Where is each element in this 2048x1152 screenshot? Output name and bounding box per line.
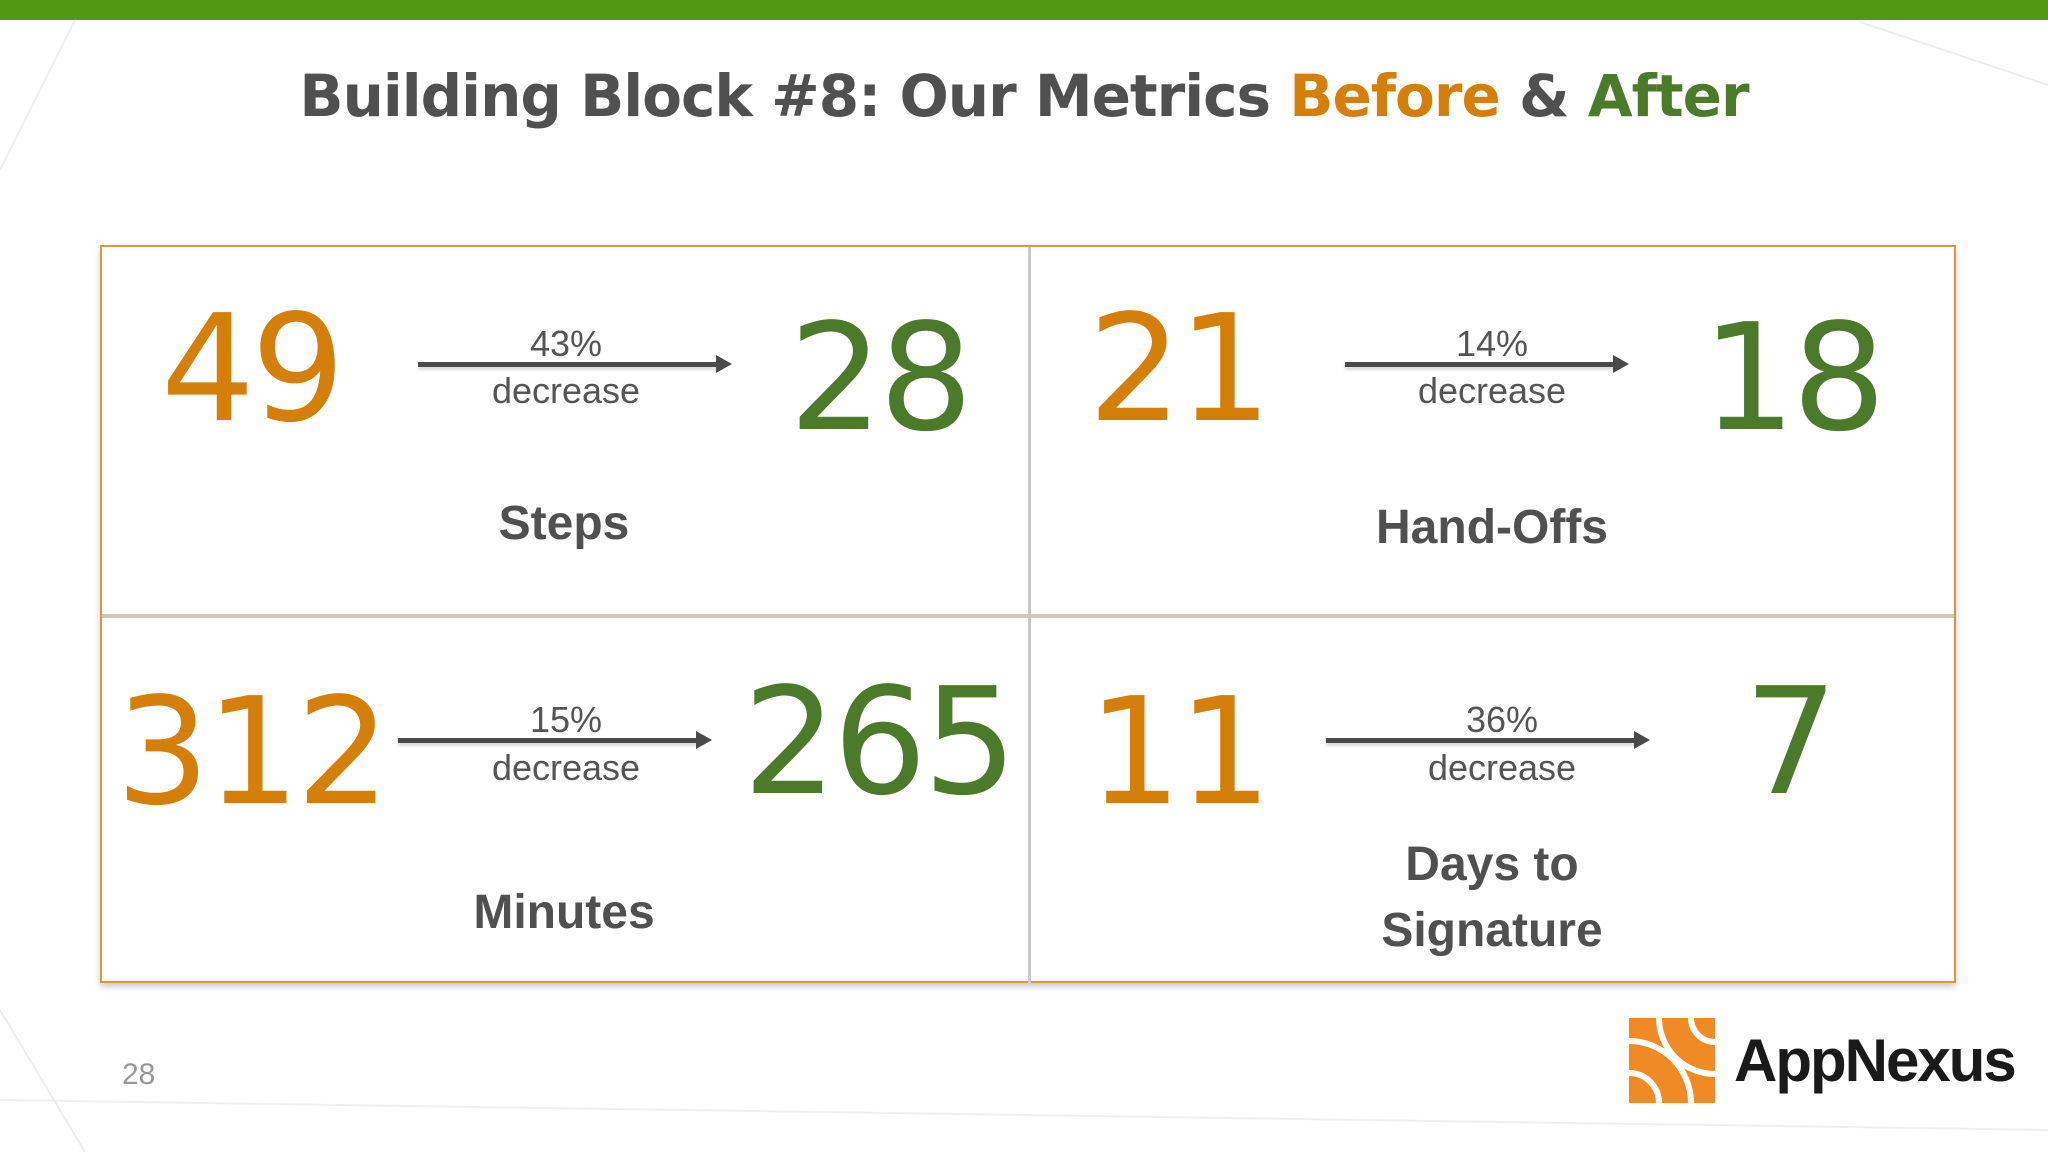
percent-change: 43% (529, 323, 603, 364)
after-value: 18 (1701, 292, 1886, 464)
grid-divider-horizontal (102, 614, 1954, 618)
metric-label: Hand-Offs (1376, 501, 1608, 554)
arrow-icon (1326, 731, 1650, 749)
appnexus-logo-text: AppNexus (1734, 1027, 2017, 1094)
title-before: Before (1289, 62, 1501, 130)
arrow-icon (398, 731, 712, 749)
after-value: 7 (1743, 656, 1838, 828)
slide-title: Building Block #8: Our Metrics Before & … (0, 62, 2048, 130)
after-value: 28 (788, 292, 973, 464)
metric-label-line: Days to (1405, 838, 1579, 891)
percent-change: 36% (1465, 699, 1539, 740)
metric-label-line: Signature (1381, 904, 1603, 957)
arrow-icon (1345, 355, 1629, 373)
percent-change: 14% (1455, 323, 1529, 364)
percent-change: 15% (529, 699, 603, 740)
change-direction: decrease (1427, 747, 1577, 788)
after-value: 265 (742, 656, 1017, 828)
before-value: 49 (160, 283, 345, 455)
change-direction: decrease (491, 747, 641, 788)
title-after: After (1587, 62, 1750, 130)
arrow-icon (418, 355, 732, 373)
metric-label: Days to Signature (1381, 832, 1602, 964)
title-text: Building Block #8: Our Metrics (299, 62, 1290, 130)
before-value: 312 (115, 666, 390, 838)
title-amp: & (1499, 62, 1588, 130)
page-number: 28 (122, 1058, 156, 1091)
change-direction: decrease (491, 370, 641, 411)
accent-bar (0, 0, 2048, 20)
before-value: 11 (1087, 666, 1272, 838)
metric-label: Steps (498, 497, 630, 550)
appnexus-logo-icon (1629, 1018, 1715, 1103)
metric-label: Minutes (473, 886, 655, 939)
change-direction: decrease (1417, 370, 1567, 411)
before-value: 21 (1087, 283, 1272, 455)
